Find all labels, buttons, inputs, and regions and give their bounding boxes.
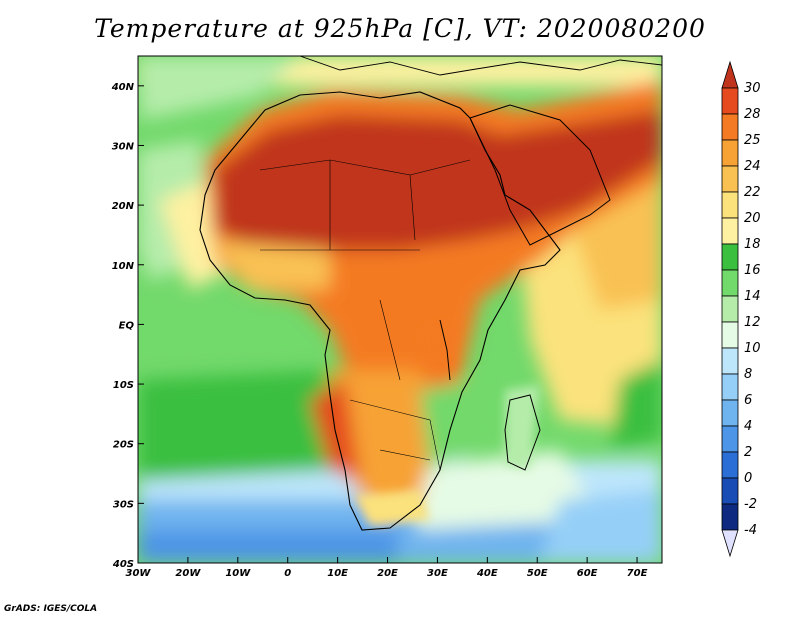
y-tick-label: 10S: [113, 380, 134, 391]
x-tick-label: 30E: [427, 568, 448, 579]
x-tick-label: 50E: [527, 568, 548, 579]
x-axis: 30W 20W 10W 0 10E 20E 30E 40E 50E 60E 70E: [126, 557, 648, 579]
colorbar-label: 24: [744, 159, 761, 174]
colorbar-swatch: [721, 243, 739, 271]
colorbar-swatch: [721, 347, 739, 375]
colorbar-label: 6: [744, 393, 752, 408]
y-tick-label: 40N: [111, 82, 135, 93]
colorbar-swatch: [721, 529, 739, 558]
x-tick-label: 20W: [175, 568, 201, 579]
colorbar-swatch: [721, 451, 739, 479]
colorbar-label: 28: [744, 107, 761, 122]
y-tick-label: 10N: [112, 261, 135, 272]
colorbar-label: 20: [744, 211, 761, 226]
colorbar-swatch: [721, 60, 739, 89]
map-title: Temperature at 925hPa [C], VT: 202008020…: [94, 14, 706, 43]
y-tick-label: 30S: [113, 499, 134, 510]
madagascar-coastline: [504, 394, 541, 471]
colorbar-swatch: [721, 113, 739, 141]
colorbar-label: 8: [744, 367, 752, 382]
europe-coastline: [299, 56, 662, 76]
y-tick-label: 40S: [112, 559, 134, 570]
colorbar-label: 2: [744, 445, 752, 460]
x-tick-label: 10W: [225, 568, 251, 579]
lake-outline: [439, 319, 451, 381]
colorbar-label: 14: [744, 289, 761, 304]
y-tick-label: 30N: [112, 141, 135, 152]
colorbar-swatch: [721, 503, 739, 531]
grads-credit: GrADS: IGES/COLA: [4, 604, 98, 614]
y-tick-label: 20S: [113, 440, 134, 451]
plot-frame: [137, 55, 663, 564]
africa-coastline: [199, 91, 561, 531]
temperature-field: [138, 56, 662, 563]
colorbar-swatch: [721, 269, 739, 297]
colorbar-swatch: [721, 321, 739, 349]
colorbar-swatch: [721, 425, 739, 453]
colorbar-swatch: [721, 373, 739, 401]
x-tick-label: 10E: [327, 568, 348, 579]
colorbar-label: 16: [744, 263, 761, 278]
country-borders: [259, 159, 471, 471]
colorbar-swatch: [721, 399, 739, 427]
colorbar-label: 4: [744, 419, 752, 434]
colorbar-label: 22: [744, 185, 761, 200]
colorbar-label: 0: [744, 471, 752, 486]
colorbar-swatch: [721, 191, 739, 219]
x-tick-label: 40E: [476, 568, 498, 579]
colorbar-label: 12: [744, 315, 761, 330]
arabia-coastline: [469, 104, 611, 246]
y-tick-label: EQ: [119, 320, 135, 331]
colorbar-label: 10: [744, 341, 761, 356]
colorbar-label: -4: [744, 523, 757, 538]
y-tick-label: 20N: [112, 201, 135, 212]
colorbar-swatch: [721, 477, 739, 505]
colorbar-label: -2: [744, 497, 757, 512]
colorbar-swatch: [721, 295, 739, 323]
colorbar-swatch: [721, 217, 739, 245]
x-tick-label: 30W: [126, 568, 152, 579]
x-tick-label: 0: [284, 568, 291, 579]
colorbar-label: 25: [744, 133, 761, 148]
colorbar-label: 18: [744, 237, 761, 252]
y-axis: 40N 30N 20N 10N EQ 10S 20S 30S 40S: [111, 82, 144, 570]
colorbar-swatch: [721, 87, 739, 115]
x-tick-label: 70E: [627, 568, 648, 579]
x-tick-label: 20E: [377, 568, 398, 579]
x-tick-label: 60E: [577, 568, 598, 579]
colorbar-swatch: [721, 165, 739, 193]
colorbar-label: 30: [744, 81, 761, 96]
colorbar-swatch: [721, 139, 739, 167]
